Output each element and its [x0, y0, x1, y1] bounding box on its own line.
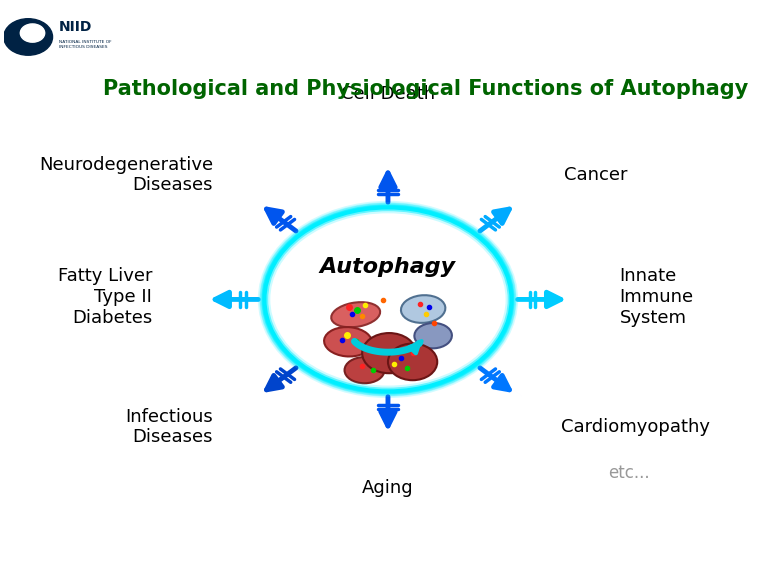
Ellipse shape [388, 344, 438, 380]
Ellipse shape [401, 295, 445, 323]
Text: Cancer: Cancer [564, 166, 628, 184]
Text: Fatty Liver
Type II
Diabetes: Fatty Liver Type II Diabetes [58, 268, 152, 327]
Text: NIID: NIID [58, 19, 92, 33]
Text: NATIONAL INSTITUTE OF
INFECTIOUS DISEASES: NATIONAL INSTITUTE OF INFECTIOUS DISEASE… [58, 40, 111, 49]
Circle shape [20, 24, 45, 42]
Ellipse shape [362, 333, 416, 373]
Text: Infectious
Diseases: Infectious Diseases [126, 408, 213, 446]
Ellipse shape [344, 357, 385, 383]
Text: Aging: Aging [362, 479, 414, 497]
Circle shape [4, 19, 52, 55]
Text: Cell Death: Cell Death [341, 85, 435, 103]
Ellipse shape [324, 327, 372, 357]
Ellipse shape [414, 323, 452, 348]
Text: etc...: etc... [608, 464, 650, 482]
Text: Innate
Immune
System: Innate Immune System [620, 268, 694, 327]
Circle shape [265, 208, 511, 391]
Text: Pathological and Physiological Functions of Autophagy: Pathological and Physiological Functions… [104, 79, 749, 99]
Text: Autophagy: Autophagy [320, 257, 456, 277]
Ellipse shape [332, 302, 380, 327]
Text: Cardiomyopathy: Cardiomyopathy [561, 418, 710, 436]
Text: Neurodegenerative
Diseases: Neurodegenerative Diseases [39, 155, 213, 194]
